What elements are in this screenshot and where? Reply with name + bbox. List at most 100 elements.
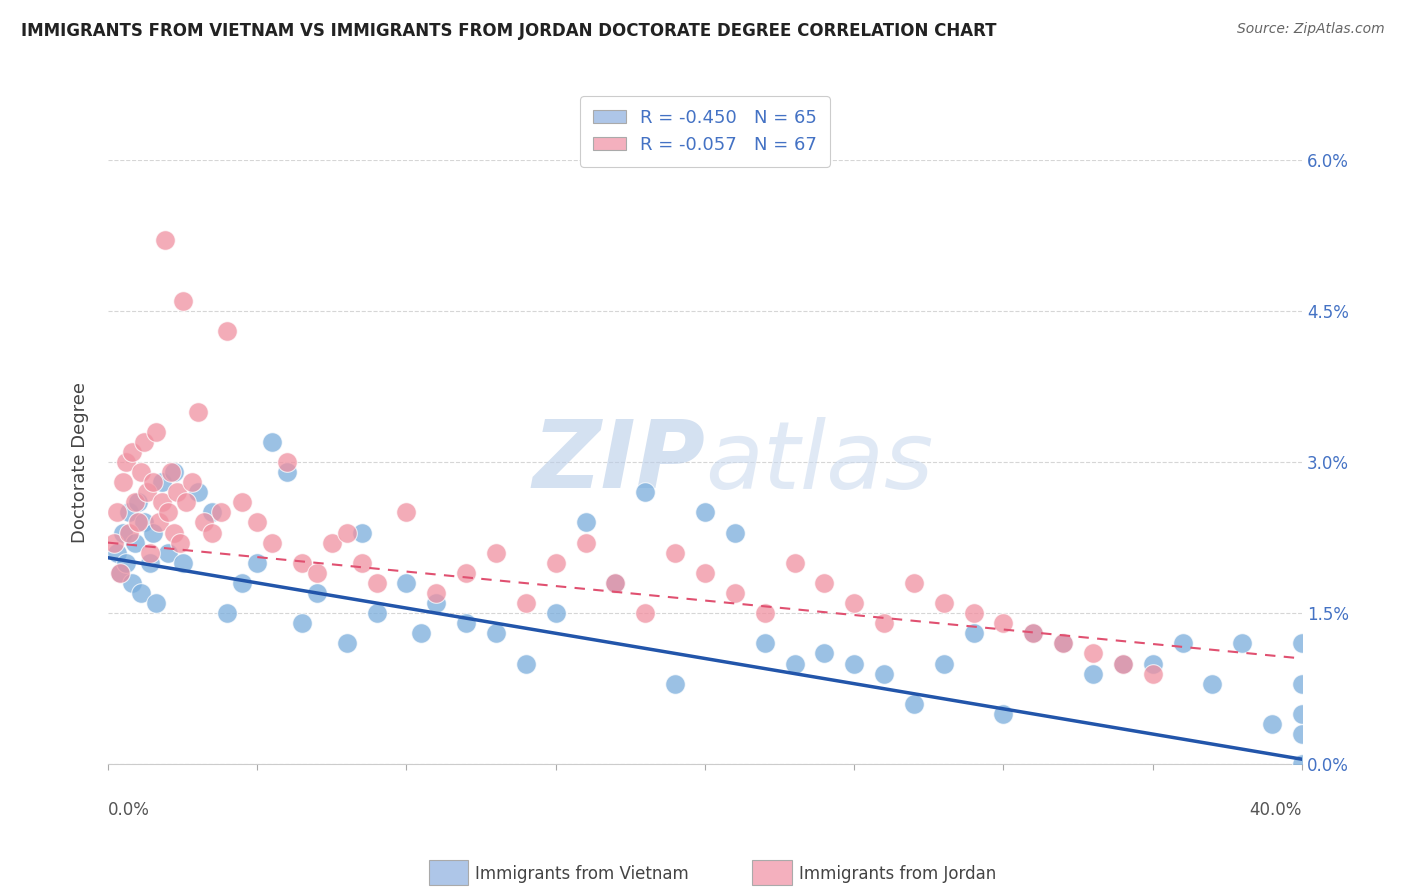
Point	[485, 546, 508, 560]
Point	[129, 465, 152, 479]
Point	[873, 616, 896, 631]
Point	[693, 505, 716, 519]
Point	[186, 404, 208, 418]
Point	[231, 495, 253, 509]
Point	[1291, 757, 1313, 772]
Point	[395, 575, 418, 590]
Point	[544, 606, 567, 620]
Point	[118, 505, 141, 519]
Point	[903, 697, 925, 711]
Y-axis label: Doctorate Degree: Doctorate Degree	[72, 382, 89, 542]
Text: atlas: atlas	[704, 417, 934, 508]
Point	[166, 485, 188, 500]
Point	[108, 566, 131, 580]
Point	[783, 657, 806, 671]
Point	[174, 495, 197, 509]
Point	[193, 516, 215, 530]
Point	[1022, 626, 1045, 640]
Point	[139, 546, 162, 560]
Point	[124, 535, 146, 549]
Point	[150, 495, 173, 509]
Point	[124, 495, 146, 509]
Point	[169, 535, 191, 549]
Point	[291, 616, 314, 631]
Point	[172, 293, 194, 308]
Text: ZIP: ZIP	[531, 416, 704, 508]
Point	[456, 616, 478, 631]
Point	[485, 626, 508, 640]
Point	[132, 434, 155, 449]
Point	[962, 606, 984, 620]
Point	[754, 636, 776, 650]
Point	[105, 505, 128, 519]
Point	[305, 586, 328, 600]
Point	[135, 485, 157, 500]
Point	[262, 535, 284, 549]
Point	[1052, 636, 1074, 650]
Point	[425, 596, 447, 610]
Point	[156, 505, 179, 519]
Point	[456, 566, 478, 580]
Point	[783, 556, 806, 570]
Point	[305, 566, 328, 580]
Point	[246, 556, 269, 570]
Text: IMMIGRANTS FROM VIETNAM VS IMMIGRANTS FROM JORDAN DOCTORATE DEGREE CORRELATION C: IMMIGRANTS FROM VIETNAM VS IMMIGRANTS FR…	[21, 22, 997, 40]
Point	[1081, 647, 1104, 661]
Point	[127, 495, 149, 509]
Point	[754, 606, 776, 620]
Point	[1291, 727, 1313, 741]
Point	[350, 556, 373, 570]
Point	[664, 676, 686, 690]
Point	[121, 445, 143, 459]
Point	[664, 546, 686, 560]
Point	[844, 596, 866, 610]
Point	[1291, 706, 1313, 721]
Point	[163, 525, 186, 540]
Text: Immigrants from Jordan: Immigrants from Jordan	[799, 865, 995, 883]
Point	[201, 505, 224, 519]
Point	[180, 475, 202, 490]
Point	[336, 636, 359, 650]
Point	[108, 566, 131, 580]
Point	[1291, 636, 1313, 650]
Point	[201, 525, 224, 540]
Point	[1142, 666, 1164, 681]
Point	[139, 556, 162, 570]
Legend: R = -0.450   N = 65, R = -0.057   N = 67: R = -0.450 N = 65, R = -0.057 N = 67	[581, 96, 830, 167]
Point	[1112, 657, 1135, 671]
Point	[1261, 717, 1284, 731]
Point	[993, 706, 1015, 721]
Point	[103, 535, 125, 549]
Point	[145, 596, 167, 610]
Point	[544, 556, 567, 570]
Point	[411, 626, 433, 640]
Point	[366, 606, 388, 620]
Point	[246, 516, 269, 530]
Point	[121, 575, 143, 590]
Point	[813, 647, 835, 661]
Point	[217, 324, 239, 338]
Point	[156, 546, 179, 560]
Point	[1201, 676, 1223, 690]
Point	[291, 556, 314, 570]
Point	[574, 535, 596, 549]
Point	[115, 556, 138, 570]
Point	[993, 616, 1015, 631]
Point	[634, 606, 657, 620]
Point	[262, 434, 284, 449]
Point	[142, 525, 165, 540]
Point	[118, 525, 141, 540]
Point	[105, 546, 128, 560]
Text: 40.0%: 40.0%	[1250, 800, 1302, 819]
Point	[159, 465, 181, 479]
Point	[605, 575, 627, 590]
Point	[634, 485, 657, 500]
Point	[724, 586, 747, 600]
Point	[127, 516, 149, 530]
Point	[1052, 636, 1074, 650]
Point	[142, 475, 165, 490]
Point	[111, 525, 134, 540]
Point	[605, 575, 627, 590]
Point	[1291, 676, 1313, 690]
Point	[321, 535, 343, 549]
